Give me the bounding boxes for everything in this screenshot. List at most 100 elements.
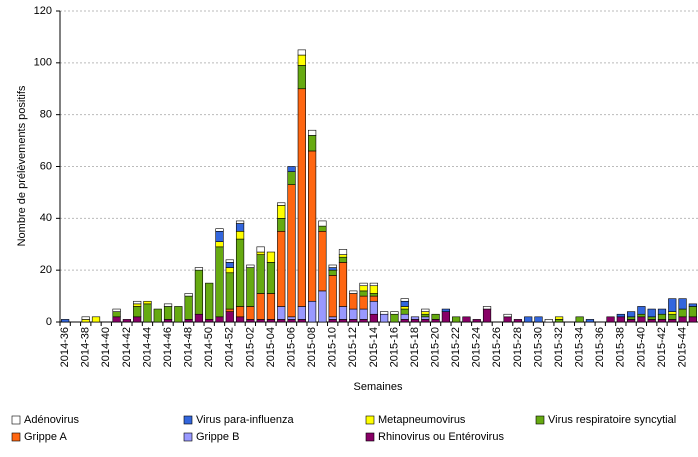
bar-segment bbox=[297, 88, 306, 307]
legend-swatch bbox=[11, 415, 21, 425]
bar-segment bbox=[534, 316, 543, 323]
bar-segment bbox=[637, 313, 646, 318]
bar-segment bbox=[554, 316, 564, 320]
bar-segment bbox=[349, 319, 358, 323]
legend-label: Grippe A bbox=[24, 431, 67, 443]
x-tick-label: 2014-36 bbox=[59, 327, 71, 367]
bar-segment bbox=[410, 319, 420, 323]
bar-segment bbox=[410, 316, 420, 320]
legend-swatch bbox=[365, 415, 375, 425]
bar-segment bbox=[647, 319, 656, 323]
bar-segment bbox=[482, 308, 492, 323]
bar-segment bbox=[297, 306, 306, 320]
bar-segment bbox=[61, 319, 70, 323]
bar-segment bbox=[369, 295, 378, 302]
y-tick-label: 100 bbox=[34, 57, 52, 69]
legend-label: Grippe B bbox=[196, 431, 239, 443]
bar-segment bbox=[585, 319, 595, 323]
bar-segment bbox=[421, 311, 430, 315]
bar-segment bbox=[194, 267, 204, 271]
legend-label: Rhinovirus ou Entérovirus bbox=[378, 431, 504, 443]
bar-segment bbox=[91, 316, 101, 323]
bar-segment bbox=[235, 223, 245, 232]
x-tick-label: 2014-52 bbox=[224, 327, 236, 367]
bar-segment bbox=[287, 316, 296, 320]
bar-segment bbox=[225, 259, 234, 263]
bar-segment bbox=[359, 295, 368, 310]
bar-segment bbox=[308, 300, 317, 323]
bar-segment bbox=[297, 49, 306, 56]
bar-segment bbox=[668, 319, 677, 323]
bar-segment bbox=[225, 311, 234, 323]
bar-segment bbox=[225, 272, 234, 310]
bar-segment bbox=[287, 184, 296, 318]
bar-segment bbox=[328, 267, 337, 271]
bar-segment bbox=[277, 230, 286, 307]
y-tick-label: 20 bbox=[40, 264, 52, 276]
bar-segment bbox=[328, 264, 337, 268]
bar-segment bbox=[163, 306, 173, 320]
x-tick-label: 2015-30 bbox=[532, 327, 544, 367]
bar-segment bbox=[524, 316, 533, 323]
bar-segment bbox=[400, 300, 409, 307]
bar-segment bbox=[338, 306, 348, 320]
bar-segment bbox=[369, 300, 378, 315]
bar-segment bbox=[359, 290, 368, 297]
bar-segment bbox=[338, 262, 348, 307]
bar-segment bbox=[225, 308, 234, 312]
x-tick-label: 2014-50 bbox=[203, 327, 215, 367]
bar-segment bbox=[246, 306, 255, 320]
bar-segment bbox=[308, 135, 317, 152]
bar-segment bbox=[246, 267, 255, 307]
x-tick-label: 2015-28 bbox=[512, 327, 524, 367]
bar-segment bbox=[668, 311, 677, 315]
x-tick-label: 2014-42 bbox=[121, 327, 133, 367]
bar-segment bbox=[256, 319, 265, 323]
bar-segment bbox=[616, 313, 625, 318]
bar-segment bbox=[246, 264, 255, 268]
bar-segment bbox=[235, 238, 245, 307]
bar-segment bbox=[215, 230, 224, 242]
bar-segment bbox=[215, 228, 224, 232]
bar-segment bbox=[668, 313, 677, 320]
bar-segment bbox=[575, 316, 584, 323]
bar-segment bbox=[256, 246, 265, 253]
bar-segment bbox=[678, 298, 687, 310]
bar-segment bbox=[688, 316, 697, 323]
bar-segment bbox=[400, 306, 409, 310]
bar-segment bbox=[277, 218, 286, 232]
bar-segment bbox=[328, 316, 337, 320]
bar-segment bbox=[297, 54, 306, 66]
bar-segment bbox=[606, 316, 615, 323]
bar-segment bbox=[647, 308, 656, 318]
bar-segment bbox=[235, 316, 245, 323]
bar-segment bbox=[287, 319, 296, 323]
legend-label: Virus respiratoire syncytial bbox=[548, 414, 676, 426]
bar-segment bbox=[194, 269, 204, 315]
bar-segment bbox=[287, 166, 296, 172]
bar-segment bbox=[349, 308, 358, 320]
bar-segment bbox=[380, 313, 389, 323]
bar-segment bbox=[421, 316, 430, 320]
x-tick-label: 2014-48 bbox=[183, 327, 195, 367]
bar-segment bbox=[246, 319, 255, 323]
bar-segment bbox=[184, 293, 193, 297]
bar-segment bbox=[359, 285, 368, 292]
bar-segment bbox=[400, 298, 409, 302]
bar-segment bbox=[256, 251, 265, 255]
x-tick-label: 2015-20 bbox=[430, 327, 442, 367]
bar-segment bbox=[287, 171, 296, 185]
bar-segment bbox=[338, 249, 348, 255]
bar-segment bbox=[616, 316, 625, 323]
bar-segment bbox=[225, 267, 234, 274]
x-tick-label: 2015-40 bbox=[635, 327, 647, 367]
bar-segment bbox=[369, 282, 378, 287]
bar-segment bbox=[369, 285, 378, 294]
y-axis-label: Nombre de prélèvements positifs bbox=[16, 85, 28, 246]
bar-segment bbox=[688, 306, 697, 318]
bar-segment bbox=[81, 316, 90, 320]
x-tick-label: 2015-24 bbox=[471, 327, 483, 367]
legend-swatch bbox=[11, 432, 21, 442]
bar-segment bbox=[112, 308, 121, 312]
bar-segment bbox=[266, 262, 276, 294]
